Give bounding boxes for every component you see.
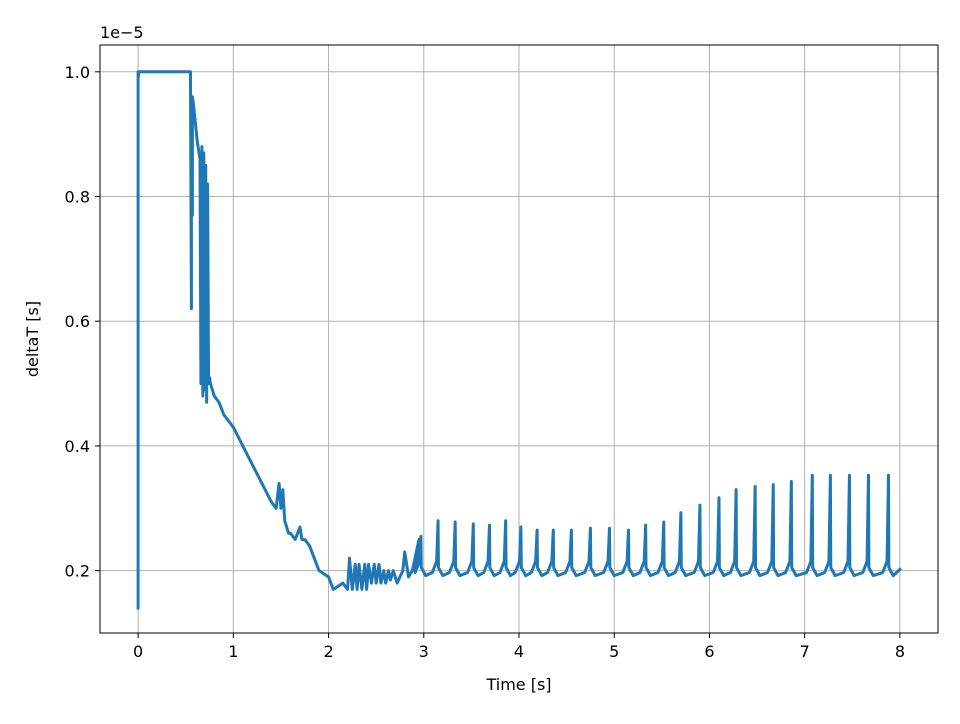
y-tick-label: 0.2 [65,562,90,581]
y-tick-label: 0.4 [65,437,90,456]
x-tick-label: 4 [514,642,524,661]
series-line [136,70,903,610]
x-tick-label: 6 [704,642,714,661]
x-tick-label: 7 [800,642,810,661]
x-tick-label: 5 [609,642,619,661]
x-tick-label: 3 [419,642,429,661]
y-tick-label: 0.8 [65,188,90,207]
y-tick-label: 0.6 [65,312,90,331]
x-tick-label: 0 [133,642,143,661]
x-tick-label: 1 [228,642,238,661]
y-axis: 0.2 0.4 0.6 0.8 1.0 [65,63,100,581]
x-tick-label: 2 [323,642,333,661]
y-axis-label: deltaT [s] [23,301,42,377]
grid-lines [100,45,938,633]
x-axis-label: Time [s] [485,675,551,694]
y-tick-label: 1.0 [65,63,90,82]
x-tick-label: 8 [895,642,905,661]
y-axis-offset-text: 1e−5 [100,23,144,42]
x-axis: 0 1 2 3 4 5 6 7 8 [133,633,905,661]
